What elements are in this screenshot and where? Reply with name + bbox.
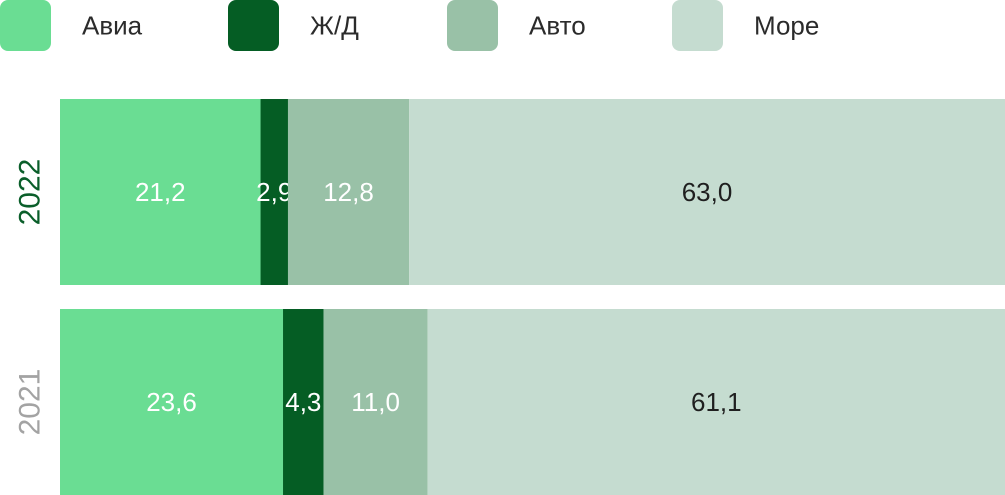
bar-segment [287,99,410,285]
bar-segment [283,309,324,495]
bar-segment [60,99,261,285]
data-label: 21,2 [135,177,186,207]
legend-swatch [447,0,498,51]
data-label: 63,0 [682,177,733,207]
legend-label: Ж/Д [310,11,359,41]
bars: 21,2 2,9 12,8 63,0 23,6 4,3 11,0 61,1 [60,99,1005,495]
data-label: 61,1 [691,387,742,417]
legend-label: Авто [529,11,586,41]
category-label: 2022 [14,159,47,226]
legend-swatch [0,0,51,51]
category-label: 2021 [14,369,47,436]
legend: Авиа Ж/Д Авто Море [0,0,819,51]
legend-label: Авиа [82,11,143,41]
bar-segment [323,309,428,495]
legend-swatch [672,0,723,51]
legend-label: Море [754,11,819,41]
data-label: 12,8 [323,177,374,207]
bar-segment [60,309,284,495]
bar-segment [260,99,288,285]
bar-segment [427,309,1005,495]
data-label: 11,0 [351,387,400,417]
bar-segment [409,99,1005,285]
data-label: 23,6 [146,387,197,417]
year-labels: 2022 2021 [14,159,47,436]
data-label: 2,9 [256,177,292,207]
legend-swatch [228,0,279,51]
data-label: 4,3 [285,387,321,417]
